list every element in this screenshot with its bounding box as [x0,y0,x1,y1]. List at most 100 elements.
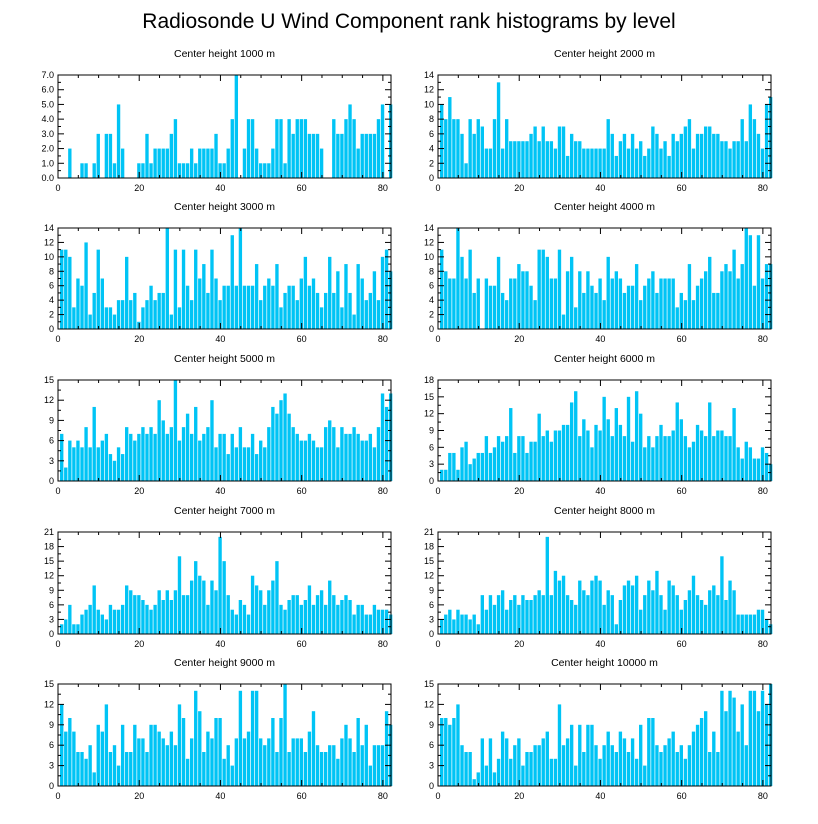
panel-4-bar [671,278,675,329]
panel-6-bar [643,447,647,481]
panel-3-bar [169,314,174,329]
panel-9-bar [210,738,214,786]
panel-7-y-tick-label: 9 [49,585,54,595]
panel-1-bar [230,119,234,178]
panel-2-bar [663,141,667,178]
panel-7-bar [368,614,373,634]
panel-1-x-tick-label: 0 [55,183,60,193]
panel-5-bar [380,393,385,481]
panel-2-bar [634,148,639,178]
panel-4-bar [699,278,704,329]
panel-2-bar [720,141,724,178]
panel-5-bar [344,433,348,481]
panel-7-bar [84,609,88,634]
panel-5-bar [64,467,68,481]
panel-3-bar [76,278,80,329]
panel-5-bar [210,400,214,481]
panel-4-y-tick-label: 14 [424,223,434,233]
panel-6-bar [655,436,659,481]
panel-7-bar [242,604,247,634]
panel-7-bar [194,561,198,634]
panel-9-bar [194,690,198,786]
panel-9-bar [259,738,263,786]
panel-6-bar [606,419,610,481]
panel-7-bar [129,590,133,634]
panel-9-bar [340,738,344,786]
panel-2-bar [716,133,720,178]
panel-9-bar [108,752,113,786]
panel-8-bar [634,575,639,634]
panel-3-bar [104,307,109,329]
panel-10-bar [476,772,480,786]
panel-7-bar [380,609,385,634]
panel-6-bar [452,452,456,481]
panel-4-bar [529,285,533,329]
panel-10-y-tick-label: 0 [429,781,434,791]
panel-4-bar [549,278,554,329]
panel-2-bar [626,148,631,178]
panel-6-bar [760,447,765,481]
panel-4-bar [663,278,667,329]
panel-9-y-tick-label: 15 [44,679,54,689]
panel-2-bar [533,126,537,178]
panel-7-title: Center height 7000 m [174,505,275,517]
panel-3-bar [68,256,72,329]
panel-7-x-tick-label: 40 [215,639,225,649]
panel-5-bar [206,427,210,481]
panel-10-y-tick-label: 3 [429,761,434,771]
panel-4-bar [740,264,744,329]
panel-9-bar [173,745,178,786]
panel-10-bar [578,724,582,786]
panel-6-y-tick-label: 12 [424,409,434,419]
panel-8-x-tick-label: 60 [677,639,687,649]
panel-5-bar [279,400,283,481]
panel-8-bar [509,600,513,634]
panel-6-bar [529,441,533,481]
panel-1-bar [214,133,218,178]
panel-9-bar [222,758,226,786]
panel-2-bar [472,133,476,178]
panel-5-bar [360,440,364,481]
panel-5-bar [364,440,368,481]
panel-4-bar [590,285,594,329]
panel-7-bar [234,614,239,634]
panel-8-bar [492,604,497,634]
panel-10-bar [752,690,757,786]
panel-5-y-tick-label: 3 [49,456,54,466]
panel-5-bar [76,440,80,481]
panel-5-bar [88,447,92,481]
panel-9-bar [104,704,109,786]
panel-8-bar [598,580,602,634]
panel-10-bar [594,745,598,786]
panel-8-bar [553,570,558,634]
panel-3-bar [291,285,295,329]
panel-5-bar [226,454,230,481]
panel-8-bar [496,595,501,634]
panel-9-bar [84,758,88,786]
panel-9-x-tick-label: 80 [378,791,388,801]
panel-10-bar [500,731,505,786]
panel-5-y-tick-label: 9 [49,415,54,425]
panel-1-bar [307,133,312,178]
panel-10-bar [728,690,732,786]
panel-4-bar [500,292,505,329]
panel-3-bar [250,285,255,329]
panel-4-bar [569,256,574,329]
panel-10-bar [744,745,748,786]
panel-6-bar [492,447,497,481]
panel-1-title: Center height 1000 m [174,48,275,60]
panel-3-bar [246,285,251,329]
panel-5-bar [157,400,161,481]
panel-2-bar [444,119,448,178]
panel-1-bar [356,148,360,178]
panel-6-bar [456,469,460,481]
panel-6-bar [618,424,623,481]
panel-10-y-tick-label: 12 [424,699,434,709]
panel-7-bar [214,590,218,634]
panel-8-bar [468,619,472,634]
panel-5-bar [259,440,263,481]
panel-9-bar [311,711,316,786]
panel-5-bar [295,433,299,481]
panel-2-bar [647,148,651,178]
panel-9-bar [348,738,352,786]
